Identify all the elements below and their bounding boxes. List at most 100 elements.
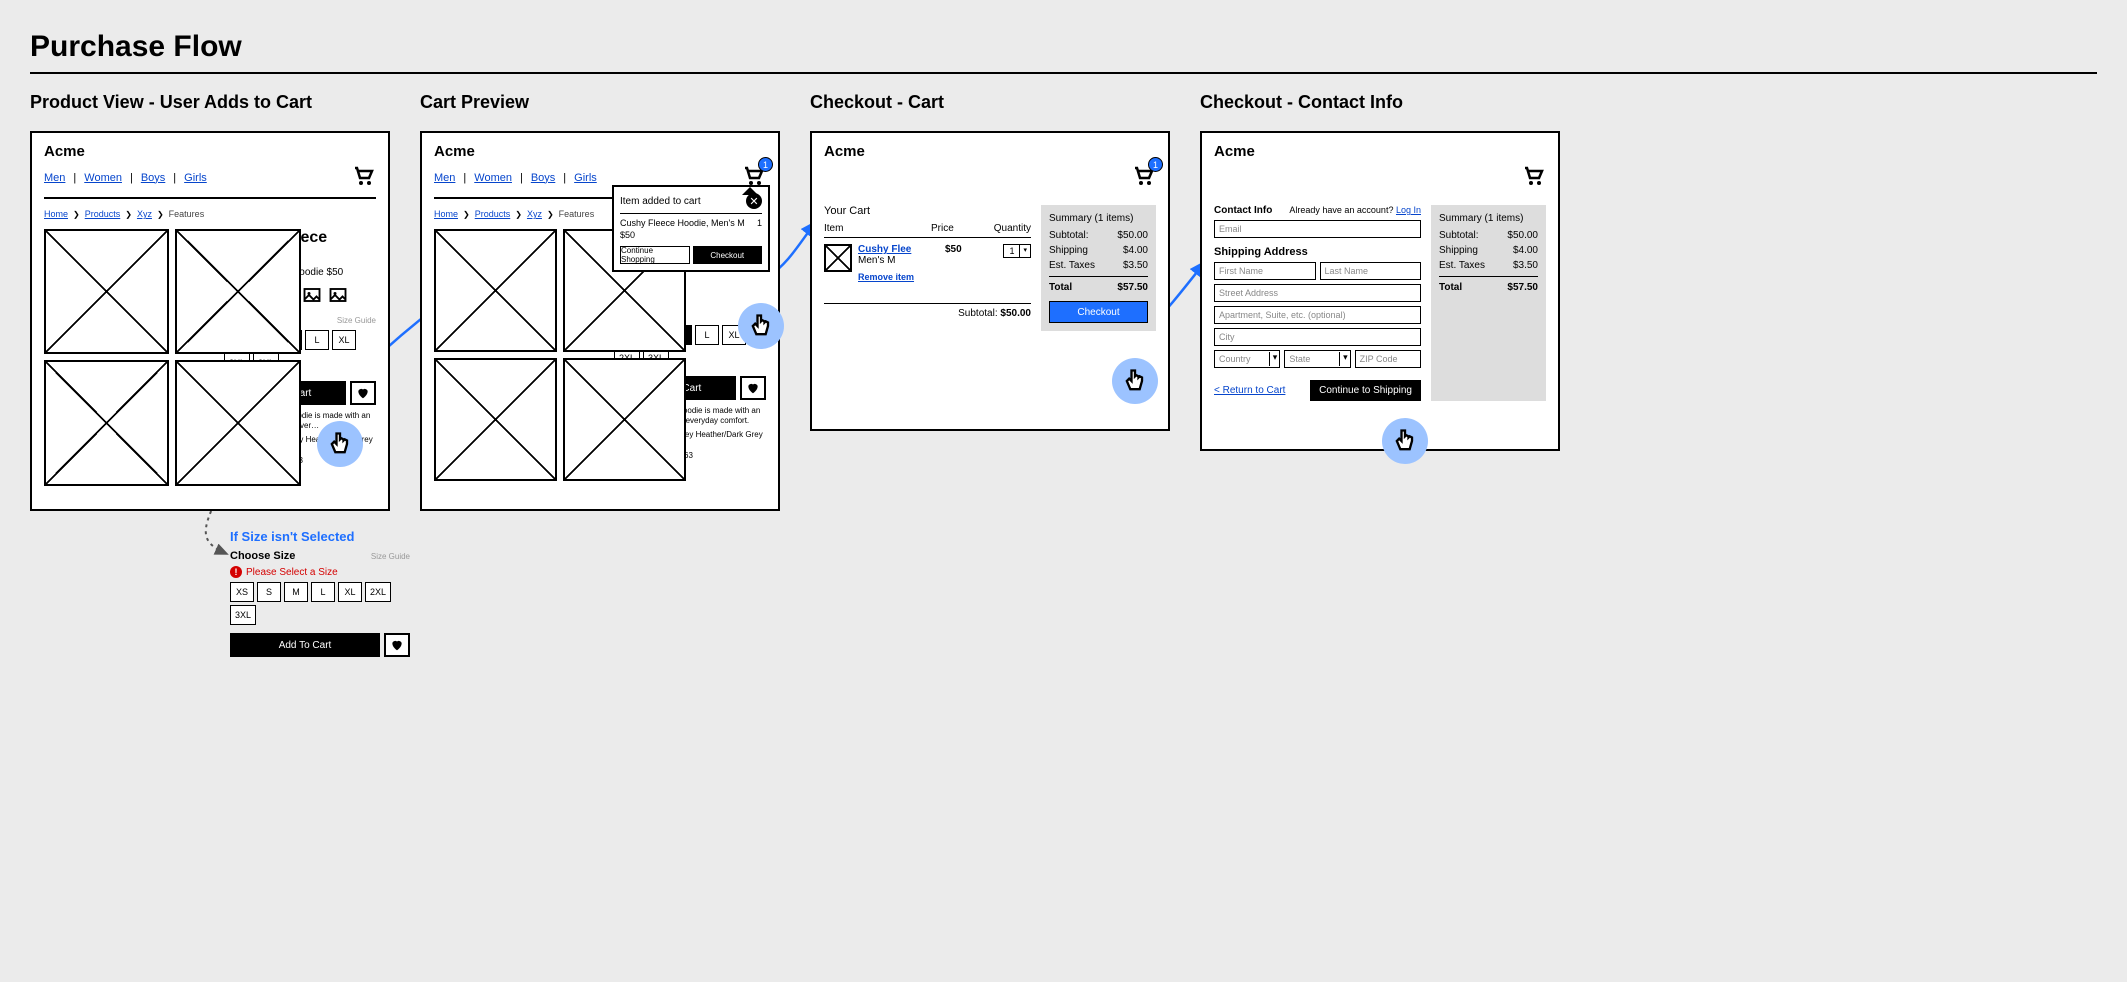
your-cart-title: Your Cart [824,205,1031,217]
brand: Acme [44,143,376,160]
nav-women[interactable]: Women [474,172,512,184]
size-2xl[interactable]: 2XL [365,582,391,602]
summary-header: Summary (1 items) [1439,213,1538,224]
size-s[interactable]: S [257,582,281,602]
error-icon: ! [230,566,242,578]
pointer-icon [738,303,784,349]
street-field[interactable]: Street Address [1214,284,1421,302]
wishlist-button[interactable] [350,381,376,405]
pointer-icon [1112,358,1158,404]
wishlist-button[interactable] [384,633,410,657]
nav-women[interactable]: Women [84,172,122,184]
size-xl[interactable]: XL [332,330,356,350]
first-name-field[interactable]: First Name [1214,262,1316,280]
image-icon[interactable] [328,286,348,304]
cart-item-thumb [824,244,852,272]
screens-row: Product View - User Adds to Cart Acme Me… [30,92,2097,663]
size-guide-link[interactable]: Size Guide [371,552,410,561]
frame-checkout-contact: Acme Contact Info Already have an accoun… [1200,131,1560,451]
crumb-xyz[interactable]: Xyz [527,209,542,219]
thumb-placeholder[interactable] [175,229,300,354]
thumb-placeholder[interactable] [434,229,557,352]
popover-qty: 1 [757,218,762,228]
apt-field[interactable]: Apartment, Suite, etc. (optional) [1214,306,1421,324]
zip-field[interactable]: ZIP Code [1355,350,1421,368]
product-thumbnails [44,229,214,486]
cart-row: Cushy Flee Men's M Remove item $50 1▾ [824,244,1031,283]
col-checkout-cart: Checkout - Cart Acme 1 Your Cart Item Pr… [810,92,1170,431]
screen-title-1: Product View - User Adds to Cart [30,92,390,113]
image-icon[interactable] [302,286,322,304]
nav-men[interactable]: Men [44,172,65,184]
crumb-products[interactable]: Products [85,209,121,219]
order-summary: Summary (1 items) Subtotal:$50.00 Shippi… [1431,205,1546,401]
continue-to-shipping-button[interactable]: Continue to Shipping [1310,380,1421,401]
summary-header: Summary (1 items) [1049,213,1148,224]
size-guide-link[interactable]: Size Guide [337,316,376,325]
login-link[interactable]: Log In [1396,205,1421,215]
size-l[interactable]: L [305,330,329,350]
continue-shopping-button[interactable]: Continue Shopping [620,246,690,264]
cart-badge: 1 [758,157,773,172]
cart-icon[interactable] [350,164,376,191]
wishlist-button[interactable] [740,376,766,400]
crumb-products[interactable]: Products [475,209,511,219]
top-nav: Men| Women| Boys| Girls [44,164,376,199]
size-xs[interactable]: XS [230,582,254,602]
crumb-home[interactable]: Home [44,209,68,219]
size-l[interactable]: L [311,582,335,602]
cart-icon[interactable] [1520,164,1546,191]
thumb-placeholder[interactable] [175,360,300,485]
popover-price: $50 [620,230,762,240]
cart-item-price: $50 [945,244,985,255]
nav-girls[interactable]: Girls [574,172,597,184]
thumb-placeholder[interactable] [44,229,169,354]
frame-cart-preview: Acme Men| Women| Boys| Girls 1 Home❯ Pro… [420,131,780,511]
checkout-button[interactable]: Checkout [693,246,763,264]
state-select[interactable]: State [1284,350,1350,368]
size-xl[interactable]: XL [338,582,362,602]
popover-title: Item added to cart [620,196,701,207]
alt-state-title: If Size isn't Selected [230,529,410,544]
col-checkout-contact: Checkout - Contact Info Acme Contact Inf… [1200,92,1560,451]
pointer-icon [317,421,363,467]
cart-item-variant: Men's M [858,255,895,266]
size-m[interactable]: M [284,582,308,602]
thumb-placeholder[interactable] [44,360,169,485]
cart-item-link[interactable]: Cushy Flee [858,244,911,255]
crumb-current: Features [559,209,595,219]
frame-product-view: Acme Men| Women| Boys| Girls Home❯ Produ… [30,131,390,511]
country-select[interactable]: Country [1214,350,1280,368]
email-field[interactable]: Email [1214,220,1421,238]
city-field[interactable]: City [1214,328,1421,346]
last-name-field[interactable]: Last Name [1320,262,1422,280]
size-error: ! Please Select a Size [230,566,410,578]
nav-boys[interactable]: Boys [141,172,165,184]
nav-girls[interactable]: Girls [184,172,207,184]
nav-men[interactable]: Men [434,172,455,184]
add-to-cart-button[interactable]: Add To Cart [230,633,380,657]
brand: Acme [434,143,766,160]
nav-boys[interactable]: Boys [531,172,555,184]
close-icon[interactable]: ✕ [746,193,762,209]
cart-badge: 1 [1148,157,1163,172]
return-to-cart-link[interactable]: < Return to Cart [1214,385,1285,396]
crumb-home[interactable]: Home [434,209,458,219]
thumb-placeholder[interactable] [434,358,557,481]
breadcrumbs: Home❯ Products❯ Xyz❯ Features [44,209,376,219]
cart-icon[interactable]: 1 [1130,164,1156,191]
quantity-stepper[interactable]: 1▾ [1003,244,1031,258]
subtotal-line: Subtotal: $50.00 [824,303,1031,319]
shipping-address-label: Shipping Address [1214,246,1421,258]
cart-header-row: Item Price Quantity [824,223,1031,238]
thumb-placeholder[interactable] [563,358,686,481]
col-product-view: Product View - User Adds to Cart Acme Me… [30,92,390,663]
remove-item-link[interactable]: Remove item [858,272,914,282]
size-l[interactable]: L [695,325,719,345]
alt-state-no-size: If Size isn't Selected Choose Size Size … [230,529,410,663]
screen-title-4: Checkout - Contact Info [1200,92,1560,113]
checkout-button[interactable]: Checkout [1049,301,1148,323]
brand: Acme [824,143,1156,160]
crumb-xyz[interactable]: Xyz [137,209,152,219]
size-3xl[interactable]: 3XL [230,605,256,625]
